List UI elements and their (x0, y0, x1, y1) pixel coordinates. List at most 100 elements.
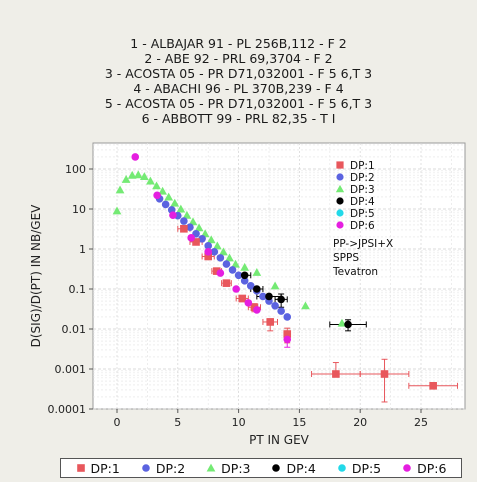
data-point-dp3 (170, 198, 180, 207)
data-point-dp2 (228, 266, 237, 274)
legend-marker (336, 161, 344, 169)
bottom-legend: DP:1 DP:2 DP:3 DP:4 DP:5 DP:6 (60, 458, 462, 478)
data-point-dp4 (277, 295, 285, 304)
bottom-legend-item: DP:6 (402, 461, 446, 476)
bottom-legend-shape (76, 464, 85, 472)
data-point-dp2 (277, 307, 285, 315)
y-tick-label: 0.0001 (48, 403, 87, 416)
data-point-dp2 (234, 271, 243, 280)
data-point-dp6 (216, 269, 225, 277)
y-tick-label: 0.1 (69, 283, 87, 296)
legend-label: DP:1 (350, 160, 375, 172)
data-point-dp6 (232, 285, 240, 293)
chart-title-block: 1 - ALBAJAR 91 - PL 256B,112 - F 2 2 - A… (0, 36, 477, 126)
data-point-dp2 (186, 223, 194, 232)
bottom-legend-item: DP:1 (76, 461, 120, 476)
bottom-legend-marker (338, 464, 346, 472)
y-tick-label: 1 (79, 243, 86, 256)
data-point-dp4 (240, 271, 249, 280)
data-point-dp3 (112, 206, 122, 215)
title-line-5: 5 - ACOSTA 05 - PR D71,032001 - F 5 6,T … (104, 96, 373, 111)
legend-marker (336, 209, 344, 217)
data-point-dp1 (238, 294, 247, 303)
bottom-legend-item: DP:5 (337, 461, 381, 476)
data-point-dp1 (204, 252, 212, 261)
data-point-dp1 (222, 279, 231, 287)
data-point-dp6 (253, 306, 261, 314)
y-tick-label: 0.01 (62, 323, 87, 336)
data-point-dp1 (266, 318, 275, 326)
bottom-legend-shape (142, 464, 150, 472)
data-point-dp3 (337, 318, 347, 327)
title-line-4: 4 - ABACHI 96 - PL 370B,239 - F 4 (133, 81, 344, 96)
data-point-dp3 (301, 301, 310, 310)
data-point-dp3 (219, 247, 228, 256)
note-collider: Tevatron (332, 266, 378, 278)
data-point-dp3 (127, 170, 137, 179)
data-point-dp6 (204, 248, 212, 256)
data-point-dp6 (283, 335, 292, 344)
data-point-dp3 (121, 175, 131, 183)
data-point-dp3 (231, 259, 240, 268)
data-point-dp1 (192, 238, 200, 246)
data-point-dp1 (180, 224, 188, 233)
data-point-dp3 (188, 217, 198, 226)
legend-label: DP:3 (350, 184, 375, 196)
data-point-dp1 (212, 267, 221, 275)
data-point-dp3 (206, 235, 216, 244)
y-axis-title: D(SIG)/D(PT) IN NB/GEV (29, 204, 43, 348)
data-point-dp2 (259, 292, 267, 301)
data-point-dp2 (161, 200, 170, 209)
bottom-legend-label: DP:5 (351, 460, 382, 476)
x-tick-label: 10 (232, 416, 246, 429)
x-tick-label: 25 (414, 416, 428, 429)
title-line-3: 3 - ACOSTA 05 - PR D71,032001 - F 5 6,T … (104, 66, 373, 81)
bottom-legend-item: DP:2 (141, 461, 185, 476)
inset-legend: DP:1DP:2DP:3DP:4DP:5DP:6 (335, 160, 375, 232)
data-point-dp3 (194, 223, 204, 232)
data-point-dp6 (131, 153, 140, 161)
data-point-dp1 (380, 370, 389, 378)
data-point-dp2 (283, 313, 292, 321)
data-point-dp2 (271, 302, 279, 310)
data-point-dp3 (146, 176, 155, 185)
note-reaction: PP->JPSI+X (333, 238, 393, 250)
legend-label: DP:2 (350, 172, 375, 184)
data-point-dp3 (158, 186, 167, 195)
data-point-dp6 (187, 234, 195, 242)
bottom-legend-label: DP:1 (90, 460, 120, 476)
y-tick-label: 100 (65, 163, 86, 176)
legend-marker (336, 197, 344, 205)
title-line-1: 1 - ALBAJAR 91 - PL 256B,112 - F 2 (130, 36, 347, 51)
bottom-legend-item: DP:3 (206, 461, 250, 476)
bottom-legend-shape (403, 464, 411, 472)
data-point-dp3 (212, 241, 222, 250)
data-point-dp4 (253, 285, 261, 293)
data-point-dp2 (198, 234, 206, 243)
data-point-dp6 (244, 299, 253, 307)
data-point-dp6 (169, 211, 177, 219)
data-points (112, 153, 437, 390)
data-point-dp3 (225, 253, 234, 262)
data-point-dp3 (182, 210, 192, 219)
data-point-dp2 (240, 277, 249, 285)
data-point-dp3 (252, 268, 262, 276)
legend-marker (335, 184, 345, 193)
bottom-legend-label: DP:3 (221, 460, 251, 476)
x-tick-label: 5 (174, 416, 181, 429)
data-point-dp2 (246, 282, 255, 290)
bottom-legend-label: DP:2 (155, 460, 186, 476)
note-experiment: SPPS (333, 252, 359, 264)
legend-marker (336, 173, 344, 181)
data-point-dp3 (152, 181, 161, 190)
bottom-legend-marker (403, 464, 411, 472)
data-point-dp2 (222, 260, 231, 268)
data-point-dp6 (153, 191, 161, 200)
bottom-legend-shape (272, 464, 281, 472)
bottom-legend-shape (206, 463, 216, 472)
data-point-dp4 (344, 320, 352, 329)
data-point-dp3 (270, 281, 280, 290)
data-point-dp1 (283, 330, 292, 338)
x-tick-label: 15 (292, 416, 306, 429)
